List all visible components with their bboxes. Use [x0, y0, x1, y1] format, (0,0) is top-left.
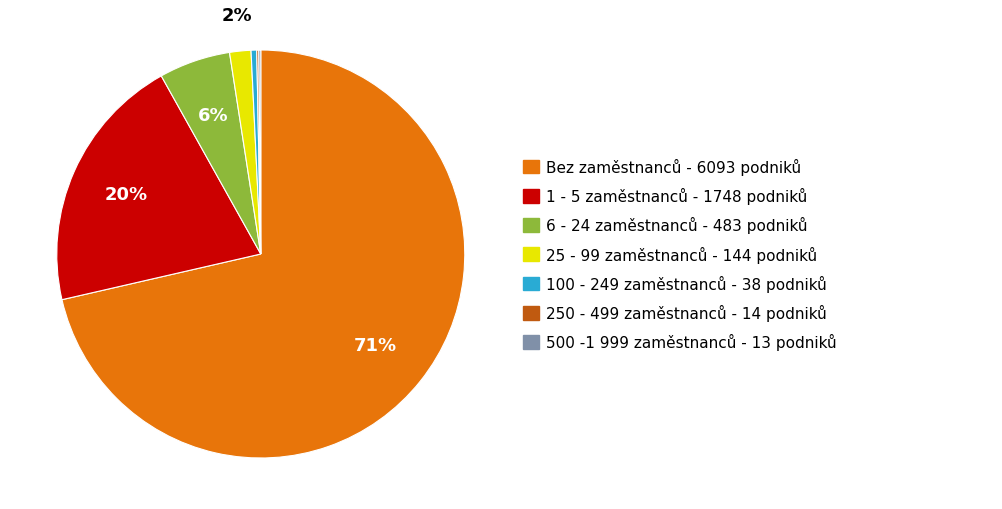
Wedge shape: [161, 53, 261, 254]
Wedge shape: [250, 51, 261, 255]
Wedge shape: [62, 51, 464, 458]
Legend: Bez zaměstnanců - 6093 podniků, 1 - 5 zaměstnanců - 1748 podniků, 6 - 24 zaměstn: Bez zaměstnanců - 6093 podniků, 1 - 5 za…: [523, 158, 836, 351]
Text: 2%: 2%: [221, 7, 252, 24]
Text: 6%: 6%: [197, 107, 228, 125]
Text: 20%: 20%: [105, 186, 148, 204]
Wedge shape: [57, 77, 261, 300]
Wedge shape: [229, 51, 261, 255]
Wedge shape: [259, 51, 261, 255]
Wedge shape: [257, 51, 261, 255]
Text: 71%: 71%: [354, 337, 397, 355]
